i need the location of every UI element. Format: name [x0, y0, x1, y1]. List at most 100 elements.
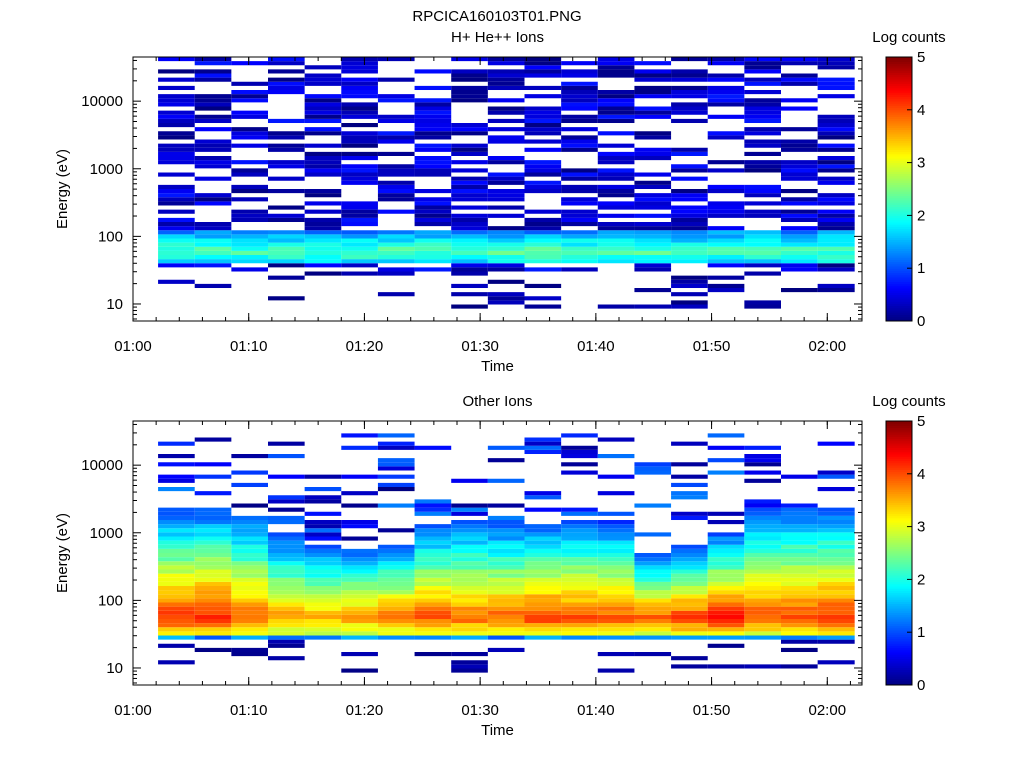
heatmap-cell — [671, 230, 708, 235]
heatmap-cell — [304, 528, 342, 533]
heatmap-cell — [231, 127, 268, 132]
heatmap-cell — [194, 234, 232, 239]
colorbar-step — [886, 63, 912, 67]
heatmap-cell — [597, 176, 635, 181]
colorbar-step — [886, 81, 912, 84]
colorbar-step — [886, 261, 912, 265]
heatmap-cell — [707, 540, 745, 545]
heatmap-cell — [597, 61, 635, 66]
heatmap-cell — [817, 81, 855, 86]
heatmap-cell — [414, 503, 452, 508]
heatmap-cell — [597, 193, 635, 198]
heatmap-cell — [817, 507, 855, 512]
colorbar-step — [886, 241, 912, 245]
heatmap-cell — [487, 635, 525, 640]
heatmap-cell — [597, 610, 635, 615]
heatmap-cell — [744, 532, 781, 537]
colorbar-step — [886, 292, 912, 296]
heatmap-cell — [487, 627, 525, 632]
heatmap-cell — [451, 176, 488, 181]
colorbar-step — [886, 230, 912, 234]
heatmap-cell — [597, 222, 635, 227]
heatmap-cell — [597, 491, 635, 496]
heatmap-cell — [781, 201, 818, 206]
heatmap-cell — [817, 160, 855, 165]
heatmap-cell — [158, 246, 195, 251]
heatmap-cell — [817, 540, 855, 545]
heatmap-cell — [744, 110, 781, 115]
heatmap-cell — [158, 263, 195, 268]
colorbar-step — [886, 421, 912, 424]
heatmap-cell — [268, 606, 305, 611]
heatmap-cell — [597, 172, 635, 177]
heatmap-cell — [341, 90, 378, 95]
heatmap-cell — [561, 454, 598, 459]
heatmap-cell — [524, 577, 562, 582]
heatmap-cell — [781, 143, 818, 148]
heatmap-cell — [561, 242, 598, 247]
heatmap-cell — [158, 135, 195, 140]
heatmap-cell — [781, 503, 818, 508]
colorbar-step — [886, 189, 912, 192]
heatmap-cell — [744, 631, 781, 636]
heatmap-cell — [524, 184, 562, 189]
heatmap-cell — [304, 631, 342, 636]
heatmap-cell — [597, 106, 635, 111]
heatmap-cell — [671, 164, 708, 169]
heatmap-cell — [634, 73, 672, 78]
heatmap-cell — [341, 561, 378, 566]
heatmap-cell — [341, 77, 378, 82]
heatmap-cell — [671, 151, 708, 156]
heatmap-cell — [377, 487, 415, 492]
heatmap-cell — [524, 548, 562, 554]
heatmap-cell — [414, 499, 452, 504]
colorbar-step — [886, 682, 912, 686]
heatmap-cell — [781, 586, 818, 591]
heatmap-cell — [451, 85, 488, 91]
colorbar-step — [886, 465, 912, 468]
heatmap-cell — [194, 586, 232, 591]
heatmap-cell — [561, 433, 598, 438]
panel-2: 01:00 01:10 01:20 01:30 01:40 01:50 02:0010100… — [54, 393, 946, 739]
heatmap-cell — [377, 544, 415, 549]
colorbar-step — [886, 162, 912, 166]
heatmap-cell — [597, 602, 635, 607]
heatmap-cell — [377, 590, 415, 595]
heatmap-cell — [414, 581, 452, 587]
heatmap-cell — [451, 478, 488, 483]
heatmap-cell — [194, 197, 232, 202]
heatmap-cell — [817, 118, 855, 124]
heatmap-cell — [817, 565, 855, 570]
colorbar-step — [886, 233, 912, 236]
heatmap-cell — [634, 135, 672, 140]
heatmap-cell — [194, 57, 232, 62]
heatmap-cell — [634, 110, 672, 115]
heatmap-cell — [341, 201, 378, 206]
heatmap-cell — [487, 73, 525, 78]
heatmap-cell — [341, 242, 378, 247]
heatmap-cell — [817, 441, 855, 446]
colorbar-step — [886, 246, 912, 249]
heatmap-cell — [561, 581, 598, 587]
colorbar-step — [886, 504, 912, 508]
heatmap-cell — [744, 184, 781, 189]
heatmap-cell — [487, 586, 525, 591]
heatmap-cell — [414, 569, 452, 574]
heatmap-cell — [487, 81, 525, 86]
heatmap-cell — [377, 581, 415, 587]
heatmap-cell — [744, 209, 781, 214]
heatmap-cell — [268, 507, 305, 512]
heatmap-cell — [377, 94, 415, 99]
heatmap-cell — [487, 238, 525, 243]
heatmap-cell — [597, 573, 635, 578]
colorbar-step — [886, 548, 912, 552]
heatmap-cell — [524, 553, 562, 558]
heatmap-cell — [707, 90, 745, 95]
heatmap-cell — [561, 610, 598, 615]
heatmap-cell — [304, 238, 342, 243]
heatmap-cell — [158, 610, 195, 615]
heatmap-cell — [671, 581, 708, 587]
heatmap-cell — [634, 255, 672, 260]
colorbar-step — [886, 244, 912, 247]
heatmap-cell — [781, 619, 818, 624]
